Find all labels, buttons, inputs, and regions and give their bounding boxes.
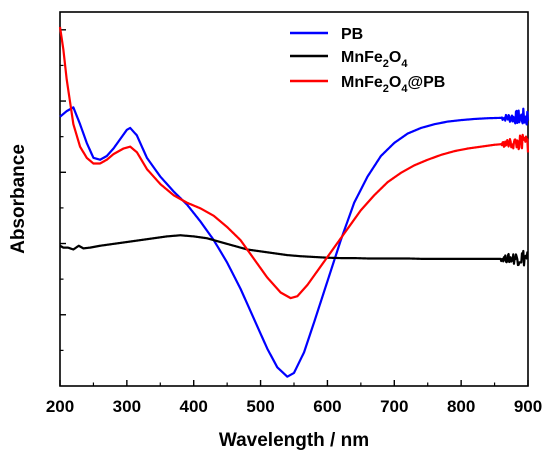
y-axis-title: Absorbance: [8, 144, 29, 254]
x-tick-label: 700: [380, 397, 408, 416]
legend-label-2: MnFe2O4: [341, 49, 408, 70]
x-axis-title: Wavelength / nm: [219, 430, 369, 451]
y-axis-ticks: [60, 29, 66, 351]
plot-frame: [59, 11, 529, 387]
legend: PB MnFe2O4 MnFe2O4@PB: [290, 26, 445, 95]
x-tick-label: 600: [313, 397, 341, 416]
series-line-2: [59, 234, 529, 267]
legend-label-1: PB: [341, 26, 363, 43]
x-tick-label: 800: [447, 397, 475, 416]
x-tick-label: 500: [246, 397, 274, 416]
x-tick-label: 400: [180, 397, 208, 416]
x-tick-label: 300: [113, 397, 141, 416]
series-layer: [58, 26, 530, 378]
series-line-1: [59, 106, 530, 378]
x-tick-label: 900: [514, 397, 542, 416]
x-tick-label: 200: [46, 397, 74, 416]
x-axis-ticks: 200 300 400 500 600 700 800 900: [46, 380, 542, 416]
legend-label-3: MnFe2O4@PB: [341, 74, 445, 95]
series-line-3: [58, 26, 530, 300]
